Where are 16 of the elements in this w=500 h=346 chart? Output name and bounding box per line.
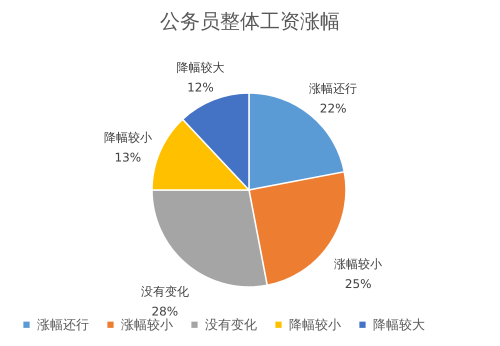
legend-label: 涨幅较小 [121, 318, 173, 333]
slice-label: 涨幅较小 [334, 257, 382, 272]
slice-label: 涨幅还行 [309, 81, 358, 96]
data-label: 12% [187, 80, 214, 94]
data-label: 25% [344, 277, 372, 292]
legend-label: 涨幅还行 [37, 318, 89, 333]
legend-label: 降幅较大 [373, 318, 425, 333]
legend-label: 没有变化 [205, 318, 257, 333]
data-label: 13% [114, 150, 142, 165]
slice-label: 没有变化 [140, 284, 189, 299]
legend-label: 降幅较小 [289, 318, 341, 333]
slice-label: 降幅较大 [176, 60, 224, 74]
chart-title: 公务员整体工资涨幅 [160, 9, 340, 33]
data-label: 22% [320, 101, 346, 116]
slice-label: 降幅较小 [104, 130, 152, 145]
data-label: 28% [152, 304, 178, 319]
